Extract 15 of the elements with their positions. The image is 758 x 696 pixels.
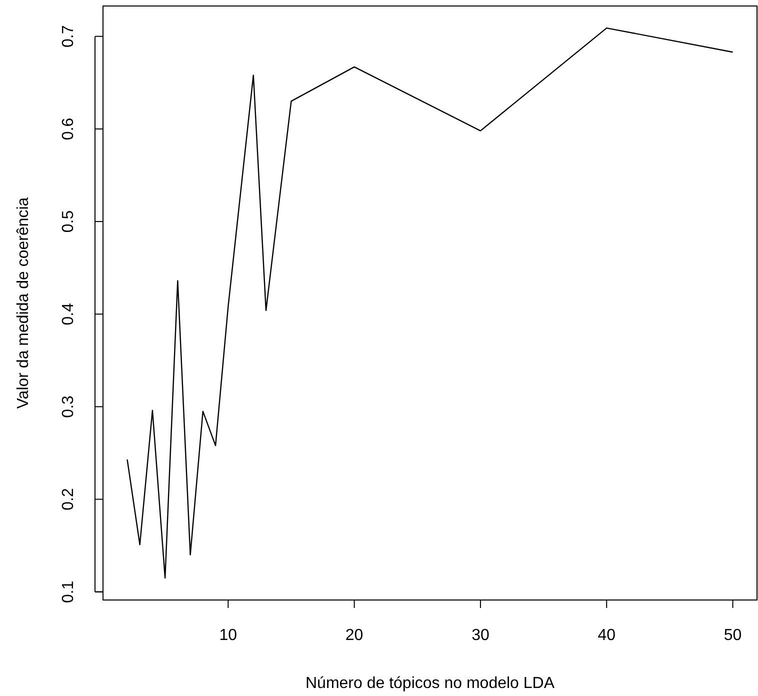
x-tick-label: 40 — [598, 627, 616, 644]
x-tick-label: 10 — [219, 627, 238, 644]
y-tick-label: 0.7 — [60, 25, 77, 48]
line-series — [126, 27, 734, 579]
y-axis-title: Valor da medida de coerência — [15, 197, 32, 409]
y-tick-label: 0.4 — [60, 302, 77, 326]
y-tick-label: 0.3 — [60, 395, 77, 418]
y-tick-label: 0.1 — [60, 580, 77, 603]
y-tick-label: 0.6 — [60, 118, 77, 140]
x-tick-label: 20 — [345, 627, 364, 644]
x-tick-label: 30 — [472, 627, 490, 644]
x-tick-label: 50 — [724, 627, 742, 644]
y-tick-label: 0.2 — [60, 488, 77, 510]
x-axis-title: Número de tópicos no modelo LDA — [305, 675, 555, 692]
y-tick-label: 0.5 — [60, 210, 77, 233]
